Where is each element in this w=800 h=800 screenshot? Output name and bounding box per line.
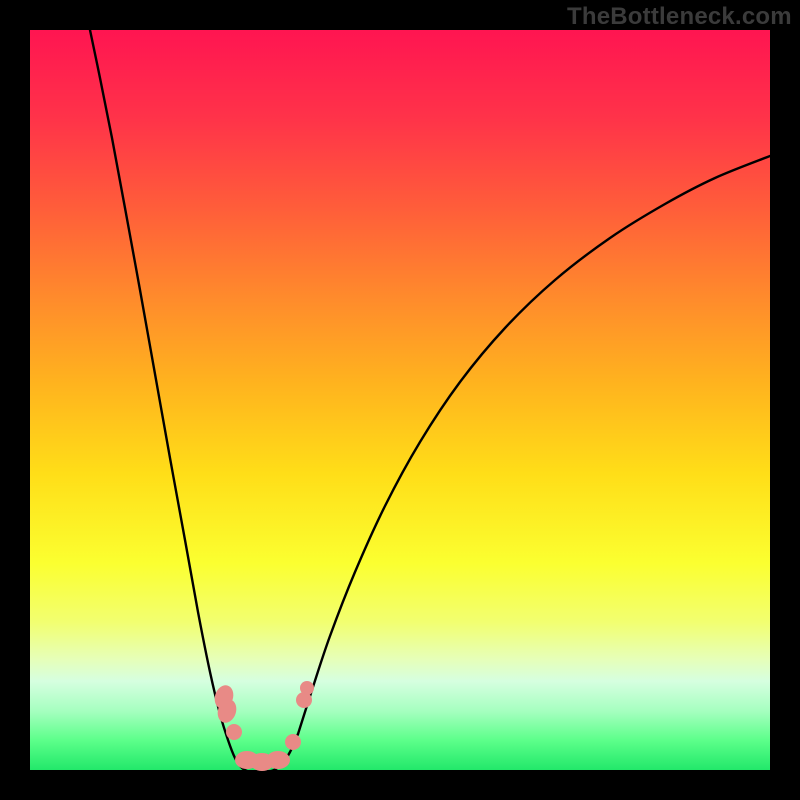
markers-layer: [0, 0, 800, 800]
watermark-text: TheBottleneck.com: [567, 3, 792, 31]
marker-6: [285, 734, 301, 750]
marker-2: [226, 724, 242, 740]
chart-root: TheBottleneck.com: [0, 0, 800, 800]
marker-5: [266, 751, 290, 769]
marker-8: [300, 681, 314, 695]
